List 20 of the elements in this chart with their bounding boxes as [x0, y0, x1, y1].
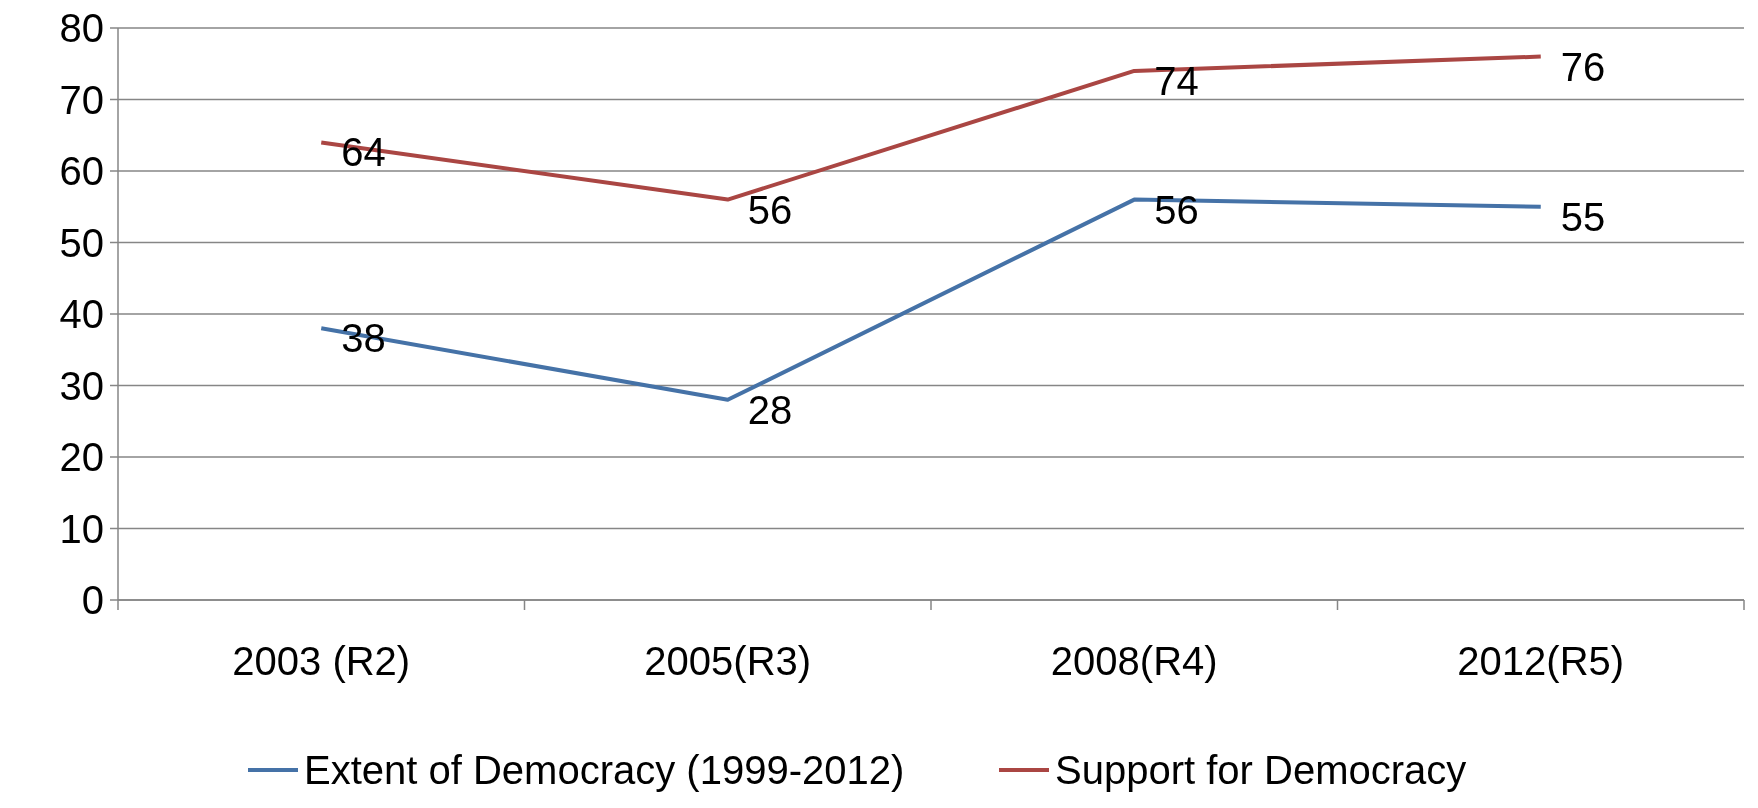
y-tick-label: 30 — [59, 363, 104, 408]
y-tick-label: 0 — [81, 578, 104, 622]
data-label: 28 — [747, 387, 793, 432]
x-tick-label: 2005(R3) — [644, 639, 812, 683]
legend-label: Extent of Democracy (1999-2012) — [304, 748, 905, 792]
data-label: 74 — [1154, 58, 1199, 103]
y-tick-label: 50 — [59, 220, 104, 265]
x-tick-label: 2008(R4) — [1050, 639, 1218, 683]
x-tick-label: 2012(R5) — [1457, 639, 1625, 683]
y-tick-label: 70 — [59, 77, 104, 122]
data-label: 76 — [1560, 44, 1606, 89]
data-label: 56 — [747, 187, 793, 232]
y-tick-label: 10 — [59, 506, 104, 551]
y-tick-label: 80 — [59, 6, 104, 50]
y-tick-label: 60 — [59, 149, 104, 193]
y-tick-label: 20 — [59, 435, 104, 479]
x-tick-label: 2003 (R2) — [232, 639, 411, 683]
data-label: 55 — [1560, 194, 1606, 239]
y-tick-label: 40 — [59, 292, 104, 336]
legend-label: Support for Democracy — [1055, 748, 1467, 792]
